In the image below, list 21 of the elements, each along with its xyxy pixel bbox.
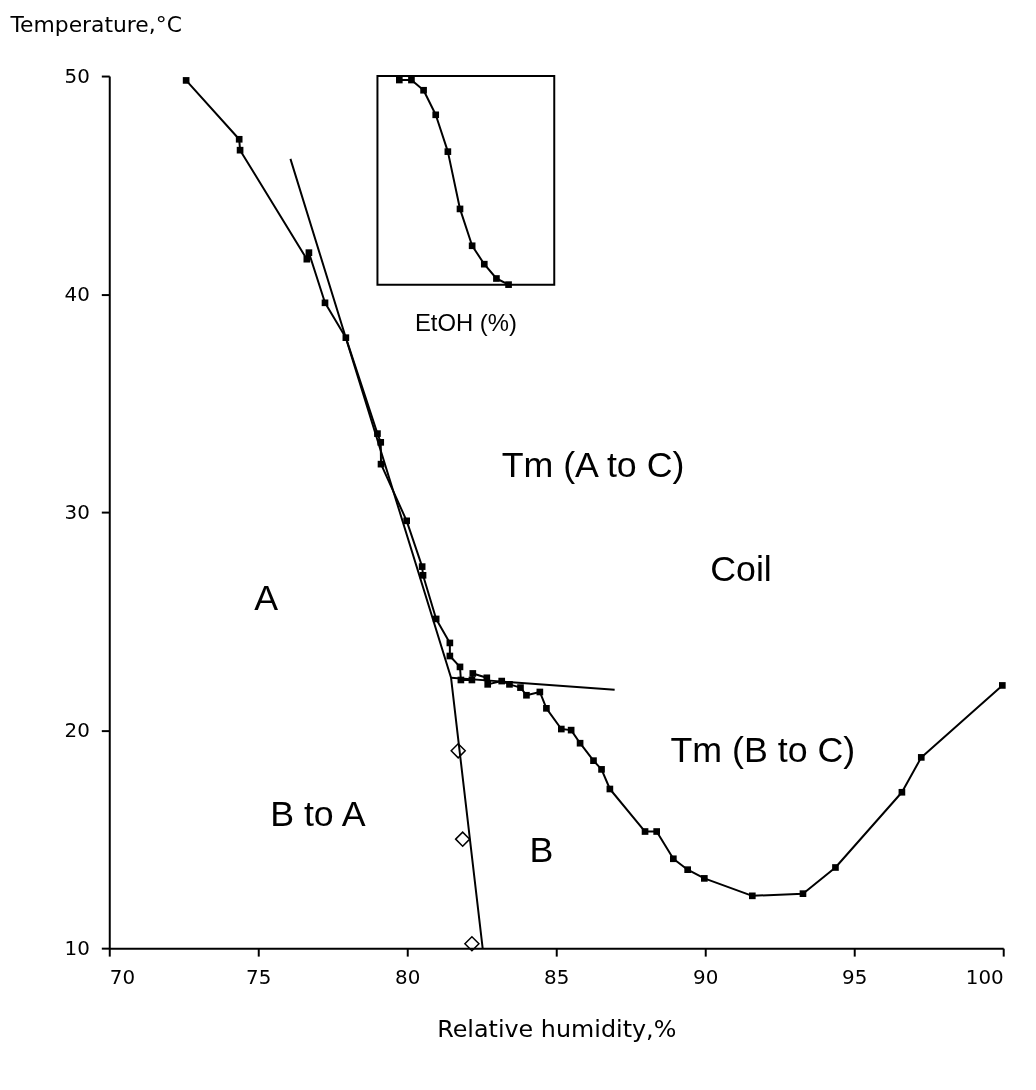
x-axis-title: Relative humidity,% bbox=[437, 1015, 677, 1044]
x-tick-label: 80 bbox=[395, 966, 421, 990]
annotation: B to A bbox=[270, 793, 366, 834]
y-tick-label: 50 bbox=[64, 64, 90, 88]
annotation: B bbox=[529, 829, 554, 870]
y-tick-label: 30 bbox=[64, 500, 90, 524]
x-axis-title: EtOH (%) bbox=[414, 309, 517, 337]
x-tick-label: 90 bbox=[693, 966, 719, 990]
x-tick-label: 100 bbox=[965, 966, 1004, 990]
y-axis-title: Temperature,°C bbox=[9, 11, 182, 37]
annotation: A bbox=[254, 578, 279, 619]
x-tick-label: 95 bbox=[842, 966, 868, 990]
annotation: Tm (A to C) bbox=[501, 445, 685, 486]
annotation: Coil bbox=[710, 548, 772, 589]
x-tick-label: 75 bbox=[246, 966, 272, 990]
x-tick-label: 85 bbox=[544, 966, 570, 990]
x-tick-label: 70 bbox=[109, 966, 136, 990]
annotation: Tm (B to C) bbox=[670, 730, 856, 771]
y-tick-label: 20 bbox=[64, 718, 90, 742]
y-tick-label: 10 bbox=[64, 936, 90, 960]
y-tick-label: 40 bbox=[64, 282, 90, 306]
